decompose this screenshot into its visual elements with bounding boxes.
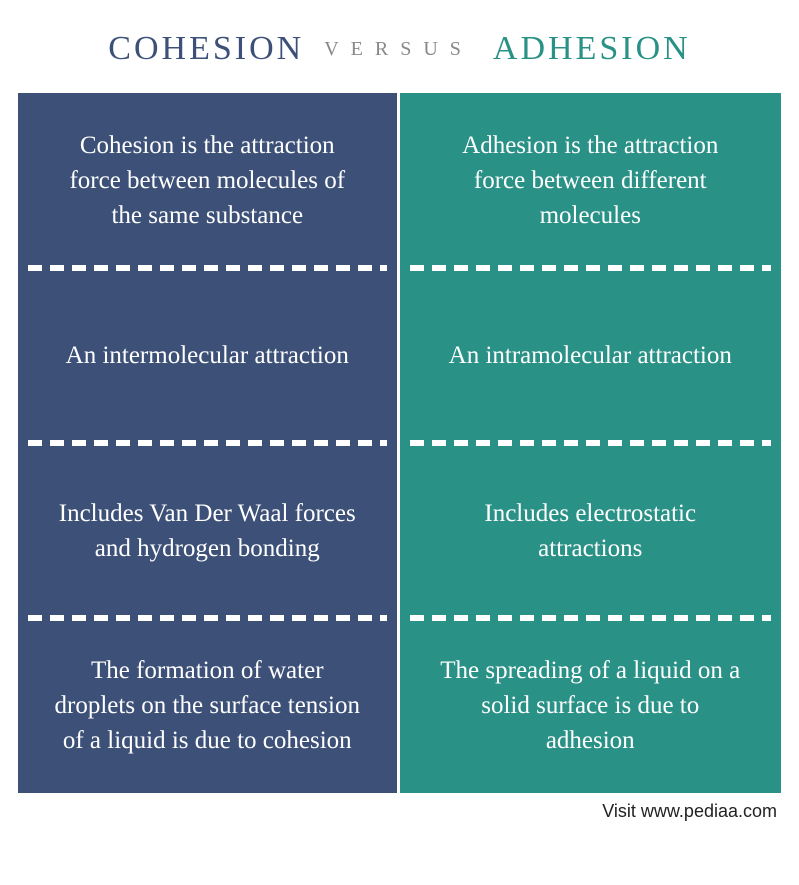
left-title: COHESION	[108, 30, 304, 68]
versus-label: VERSUS	[324, 38, 473, 61]
left-cell-1: Cohesion is the attraction force between…	[18, 93, 400, 268]
right-cell-4: The spreading of a liquid on a solid sur…	[400, 618, 782, 793]
left-column: Cohesion is the attraction force between…	[18, 93, 400, 793]
comparison-grid: Cohesion is the attraction force between…	[0, 93, 799, 793]
right-cell-2: An intramolecular attraction	[400, 268, 782, 443]
right-title: ADHESION	[493, 30, 691, 68]
left-cell-2: An intermolecular attraction	[18, 268, 400, 443]
footer-credit: Visit www.pediaa.com	[0, 793, 799, 822]
left-cell-3: Includes Van Der Waal forces and hydroge…	[18, 443, 400, 618]
right-cell-1: Adhesion is the attraction force between…	[400, 93, 782, 268]
right-cell-3: Includes electrostatic attractions	[400, 443, 782, 618]
comparison-header: COHESION VERSUS ADHESION	[0, 0, 799, 93]
left-cell-4: The formation of water droplets on the s…	[18, 618, 400, 793]
right-column: Adhesion is the attraction force between…	[400, 93, 782, 793]
